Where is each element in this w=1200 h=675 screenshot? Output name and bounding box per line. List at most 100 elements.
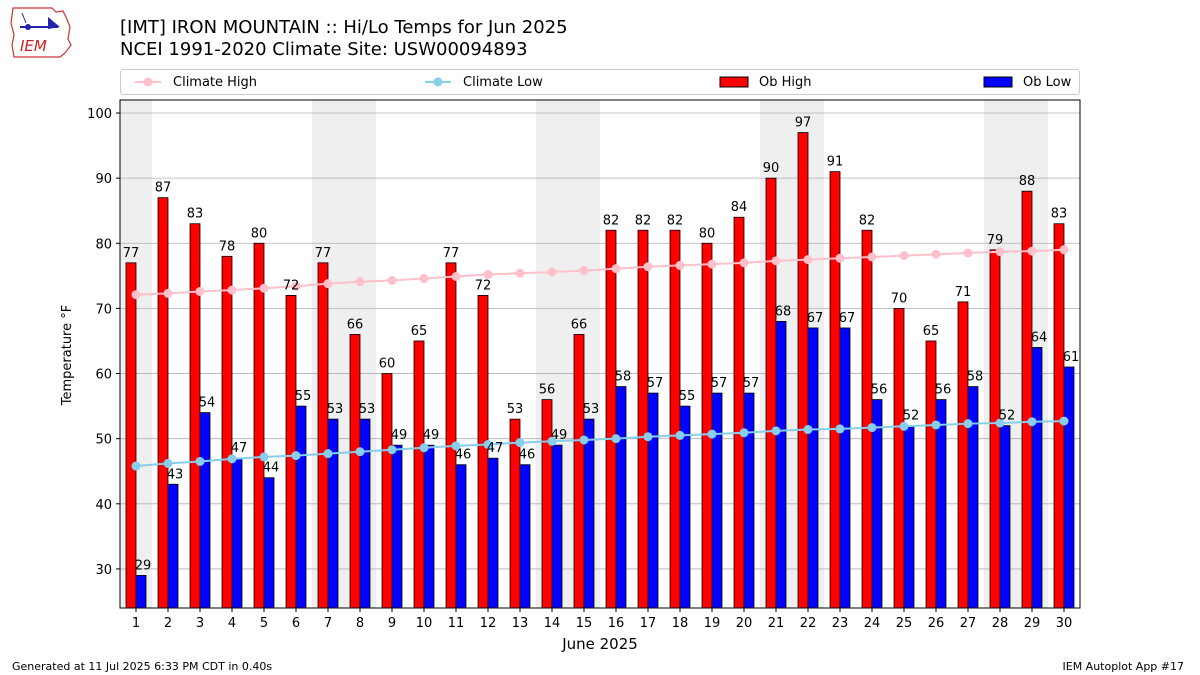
bar-ob-high <box>381 373 393 609</box>
bar-ob-high <box>221 255 233 609</box>
bar-ob-high <box>445 262 457 609</box>
x-tick-label: 11 <box>448 616 465 631</box>
point-climate-high <box>323 279 333 289</box>
label-ob-high: 82 <box>603 213 620 228</box>
point-climate-low <box>643 432 653 442</box>
bar-ob-high <box>989 249 1001 609</box>
point-climate-high <box>419 273 429 283</box>
y-tick-label: 30 <box>95 563 112 578</box>
x-tick-label: 20 <box>736 616 753 631</box>
label-ob-low: 53 <box>583 402 600 417</box>
point-climate-low <box>963 419 973 429</box>
point-climate-low <box>1059 416 1069 426</box>
label-ob-high: 66 <box>347 317 364 332</box>
point-climate-low <box>451 441 461 451</box>
label-ob-low: 52 <box>999 409 1016 424</box>
point-climate-high <box>483 270 493 280</box>
label-ob-high: 65 <box>411 324 428 339</box>
x-tick-label: 14 <box>544 616 561 631</box>
label-ob-high: 70 <box>891 291 908 306</box>
bar-ob-low <box>1063 366 1075 609</box>
bar-ob-low <box>583 418 595 609</box>
bar-ob-low <box>551 444 563 609</box>
point-climate-low <box>291 451 301 461</box>
label-ob-low: 46 <box>519 448 536 463</box>
label-ob-low: 47 <box>487 441 504 456</box>
point-climate-high <box>963 248 973 258</box>
bar-ob-low <box>167 483 179 609</box>
bar-ob-high <box>157 197 169 609</box>
x-tick-label: 3 <box>196 616 204 631</box>
x-tick-label: 22 <box>800 616 817 631</box>
label-ob-high: 53 <box>507 402 524 417</box>
legend-item-ob-low: Ob Low <box>983 70 1071 94</box>
label-ob-low: 43 <box>167 467 184 482</box>
label-ob-low: 68 <box>775 304 792 319</box>
x-tick-label: 18 <box>672 616 689 631</box>
point-climate-low <box>835 424 845 434</box>
legend-label-ob-high: Ob High <box>759 74 812 90</box>
x-tick-label: 27 <box>960 616 977 631</box>
bar-ob-high <box>797 132 809 609</box>
label-ob-high: 60 <box>379 357 396 372</box>
label-ob-low: 61 <box>1063 350 1080 365</box>
point-climate-high <box>579 266 589 276</box>
label-ob-low: 67 <box>839 311 856 326</box>
legend: Climate High Climate Low Ob High Ob Low <box>120 69 1080 95</box>
x-axis-label: June 2025 <box>561 635 638 653</box>
point-climate-low <box>259 452 269 462</box>
x-tick-label: 25 <box>896 616 913 631</box>
point-climate-low <box>195 456 205 466</box>
bar-ob-high <box>253 242 265 609</box>
label-ob-high: 88 <box>1019 174 1036 189</box>
label-ob-low: 57 <box>647 376 664 391</box>
label-ob-high: 84 <box>731 200 748 215</box>
x-tick-label: 5 <box>260 616 268 631</box>
label-ob-low: 57 <box>711 376 728 391</box>
bar-ob-high <box>413 340 425 609</box>
point-climate-low <box>739 428 749 438</box>
point-climate-low <box>803 425 813 435</box>
point-climate-high <box>451 271 461 281</box>
legend-item-climate-high: Climate High <box>133 70 257 94</box>
point-climate-high <box>195 286 205 296</box>
footer-generated-text: Generated at 11 Jul 2025 6:33 PM CDT in … <box>12 660 273 673</box>
bar-ob-low <box>327 418 339 609</box>
point-climate-low <box>547 436 557 446</box>
bar-ob-low <box>391 444 403 609</box>
x-tick-label: 29 <box>1024 616 1041 631</box>
y-tick-label: 70 <box>95 302 112 317</box>
bar-ob-low <box>743 392 755 609</box>
label-ob-low: 46 <box>455 448 472 463</box>
x-tick-label: 12 <box>480 616 497 631</box>
point-climate-low <box>323 449 333 459</box>
label-ob-high: 77 <box>443 246 460 261</box>
y-tick-label: 50 <box>95 433 112 448</box>
bar-ob-low <box>455 464 467 609</box>
bar-ob-high <box>317 262 329 609</box>
point-climate-high <box>643 262 653 272</box>
label-ob-low: 29 <box>135 558 152 573</box>
plot-frame <box>119 99 1081 609</box>
point-climate-high <box>515 268 525 278</box>
point-climate-high <box>707 259 717 269</box>
chart-title: [IMT] IRON MOUNTAIN :: Hi/Lo Temps for J… <box>120 17 568 38</box>
label-ob-high: 97 <box>795 116 812 131</box>
x-tick-label: 30 <box>1056 616 1073 631</box>
bar-ob-high <box>1053 223 1065 609</box>
point-climate-high <box>675 260 685 270</box>
label-ob-low: 58 <box>615 370 632 385</box>
x-tick-label: 24 <box>864 616 881 631</box>
point-climate-low <box>995 418 1005 428</box>
label-ob-low: 52 <box>903 409 920 424</box>
chart-subtitle: NCEI 1991-2020 Climate Site: USW00094893 <box>120 39 528 60</box>
point-climate-low <box>419 443 429 453</box>
legend-label-ob-low: Ob Low <box>1023 74 1072 90</box>
label-ob-high: 66 <box>571 317 588 332</box>
point-climate-high <box>899 251 909 261</box>
y-tick-label: 80 <box>95 237 112 252</box>
point-climate-low <box>771 426 781 436</box>
legend-label-climate-high: Climate High <box>173 74 258 90</box>
point-climate-low <box>355 447 365 457</box>
bar-ob-low <box>615 386 627 609</box>
